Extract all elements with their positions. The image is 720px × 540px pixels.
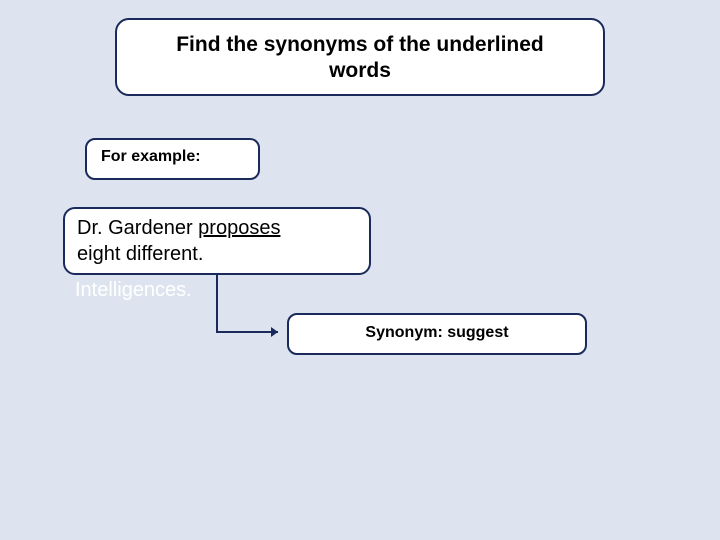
underlined-word: proposes	[198, 217, 280, 239]
sentence-overflow: Intelligences.	[75, 277, 192, 303]
synonym-text: Synonym: suggest	[365, 324, 508, 341]
sentence-box: Dr. Gardener proposes eight different.	[63, 207, 371, 275]
example-label-box: For example:	[85, 138, 260, 180]
title-text: Find the synonyms of the underlined word…	[176, 33, 544, 82]
example-label: For example:	[101, 148, 201, 165]
sentence-line2: eight different.	[77, 243, 203, 265]
synonym-box: Synonym: suggest	[287, 313, 587, 355]
sentence-prefix: Dr. Gardener	[77, 217, 198, 239]
title-box: Find the synonyms of the underlined word…	[115, 18, 605, 96]
